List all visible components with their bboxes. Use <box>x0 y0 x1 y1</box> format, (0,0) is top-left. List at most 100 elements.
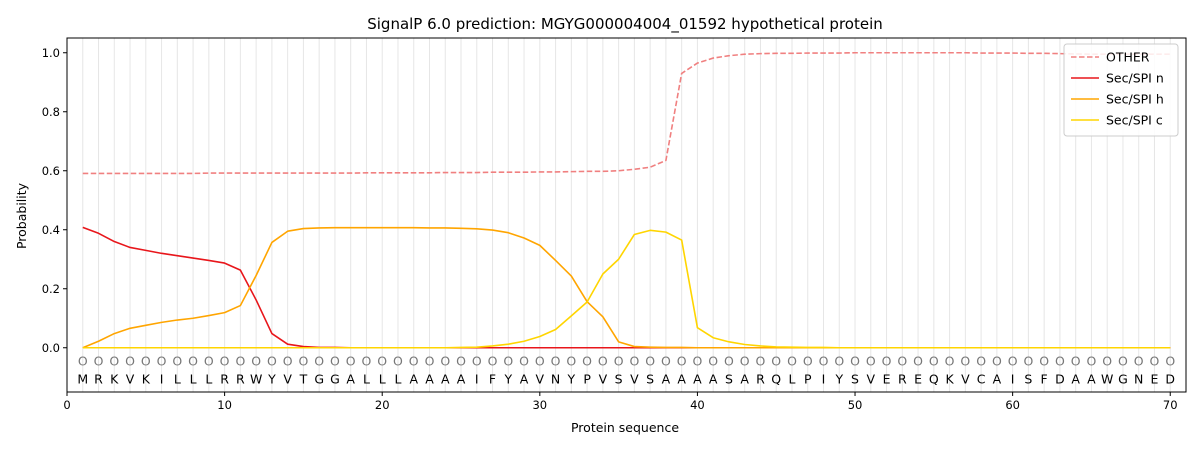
prediction-label: O <box>267 354 277 369</box>
prediction-label: O <box>109 354 119 369</box>
prediction-label: O <box>1087 354 1097 369</box>
residue-label: V <box>126 372 135 387</box>
x-tick-label: 60 <box>1005 398 1020 412</box>
prediction-label: O <box>535 354 545 369</box>
legend-box <box>1063 43 1179 137</box>
residue-label: L <box>190 372 197 387</box>
prediction-label: O <box>425 354 435 369</box>
x-tick-label: 0 <box>63 398 70 412</box>
residue-label: V <box>536 372 545 387</box>
y-tick-label: 0.4 <box>42 223 60 237</box>
prediction-label: O <box>724 354 734 369</box>
prediction-label: O <box>708 354 718 369</box>
prediction-label: O <box>1008 354 1018 369</box>
residue-label: A <box>709 372 718 387</box>
residue-label: S <box>615 372 623 387</box>
residue-label: I <box>1011 372 1015 387</box>
residue-label: V <box>630 372 639 387</box>
prediction-label: O <box>409 354 419 369</box>
prediction-label: O <box>693 354 703 369</box>
residue-label: V <box>961 372 970 387</box>
prediction-label: O <box>1071 354 1081 369</box>
prediction-label: O <box>645 354 655 369</box>
residue-label: Q <box>771 372 781 387</box>
prediction-label: O <box>1134 354 1144 369</box>
residue-label: A <box>1087 372 1096 387</box>
prediction-label: O <box>440 354 450 369</box>
prediction-label: O <box>346 354 356 369</box>
residue-label: E <box>914 372 922 387</box>
residue-label: E <box>883 372 891 387</box>
prediction-label: O <box>125 354 135 369</box>
residue-label: R <box>94 372 103 387</box>
prediction-label: O <box>566 354 576 369</box>
legend: OTHER Sec/SPI n Sec/SPI h Sec/SPI c <box>1063 43 1179 137</box>
legend-label: Sec/SPI c <box>1106 113 1163 128</box>
residue-label: F <box>489 372 496 387</box>
residue-label: D <box>1055 372 1065 387</box>
prediction-label: O <box>362 354 372 369</box>
residue-label: N <box>551 372 560 387</box>
residue-label: D <box>1165 372 1175 387</box>
prediction-label: O <box>172 354 182 369</box>
prediction-label: O <box>157 354 167 369</box>
prediction-label: O <box>661 354 671 369</box>
x-tick-label: 40 <box>690 398 705 412</box>
residue-label: L <box>363 372 370 387</box>
residue-label: Y <box>567 372 576 387</box>
residue-label: V <box>283 372 292 387</box>
residue-label: E <box>1151 372 1159 387</box>
prediction-label: O <box>188 354 198 369</box>
prediction-label: O <box>251 354 261 369</box>
plot-frame <box>66 37 1187 393</box>
prediction-label: O <box>598 354 608 369</box>
prediction-label: O <box>850 354 860 369</box>
residue-label: W <box>1101 372 1113 387</box>
residue-label: A <box>740 372 749 387</box>
prediction-label: O <box>819 354 829 369</box>
prediction-label: O <box>1118 354 1128 369</box>
prediction-label: O <box>235 354 245 369</box>
prediction-label: O <box>519 354 529 369</box>
prediction-label: O <box>787 354 797 369</box>
residue-label: N <box>1134 372 1143 387</box>
residue-label: A <box>409 372 418 387</box>
prediction-label: O <box>298 354 308 369</box>
series-line-other <box>82 51 1171 175</box>
x-tick-label: 50 <box>848 398 863 412</box>
y-tick-label: 0.0 <box>42 341 60 355</box>
prediction-label: O <box>78 354 88 369</box>
residue-label: F <box>1041 372 1048 387</box>
residue-label: P <box>804 372 812 387</box>
y-axis-label: Probability <box>14 182 29 249</box>
prediction-label: O <box>960 354 970 369</box>
residue-label: I <box>822 372 826 387</box>
residue-label: T <box>299 372 308 387</box>
prediction-label: O <box>204 354 214 369</box>
residue-label: Q <box>929 372 939 387</box>
residue-label: A <box>346 372 355 387</box>
residue-label: L <box>394 372 401 387</box>
prediction-label: O <box>929 354 939 369</box>
prediction-label: O <box>913 354 923 369</box>
prediction-label: O <box>771 354 781 369</box>
prediction-label: O <box>677 354 687 369</box>
residue-label: A <box>993 372 1002 387</box>
prediction-label: O <box>456 354 466 369</box>
residue-label: G <box>330 372 340 387</box>
residue-label: K <box>110 372 119 387</box>
residue-label: A <box>441 372 450 387</box>
y-tick-label: 0.8 <box>42 105 60 119</box>
residue-label: S <box>1024 372 1032 387</box>
prediction-label: O <box>283 354 293 369</box>
residue-label: L <box>174 372 181 387</box>
residue-label: A <box>425 372 434 387</box>
prediction-label: O <box>1039 354 1049 369</box>
residue-label: R <box>220 372 229 387</box>
residue-label: M <box>77 372 88 387</box>
prediction-label: O <box>834 354 844 369</box>
residue-label: L <box>379 372 386 387</box>
x-tick-label: 20 <box>375 398 390 412</box>
residue-label: A <box>520 372 529 387</box>
residue-label: A <box>677 372 686 387</box>
